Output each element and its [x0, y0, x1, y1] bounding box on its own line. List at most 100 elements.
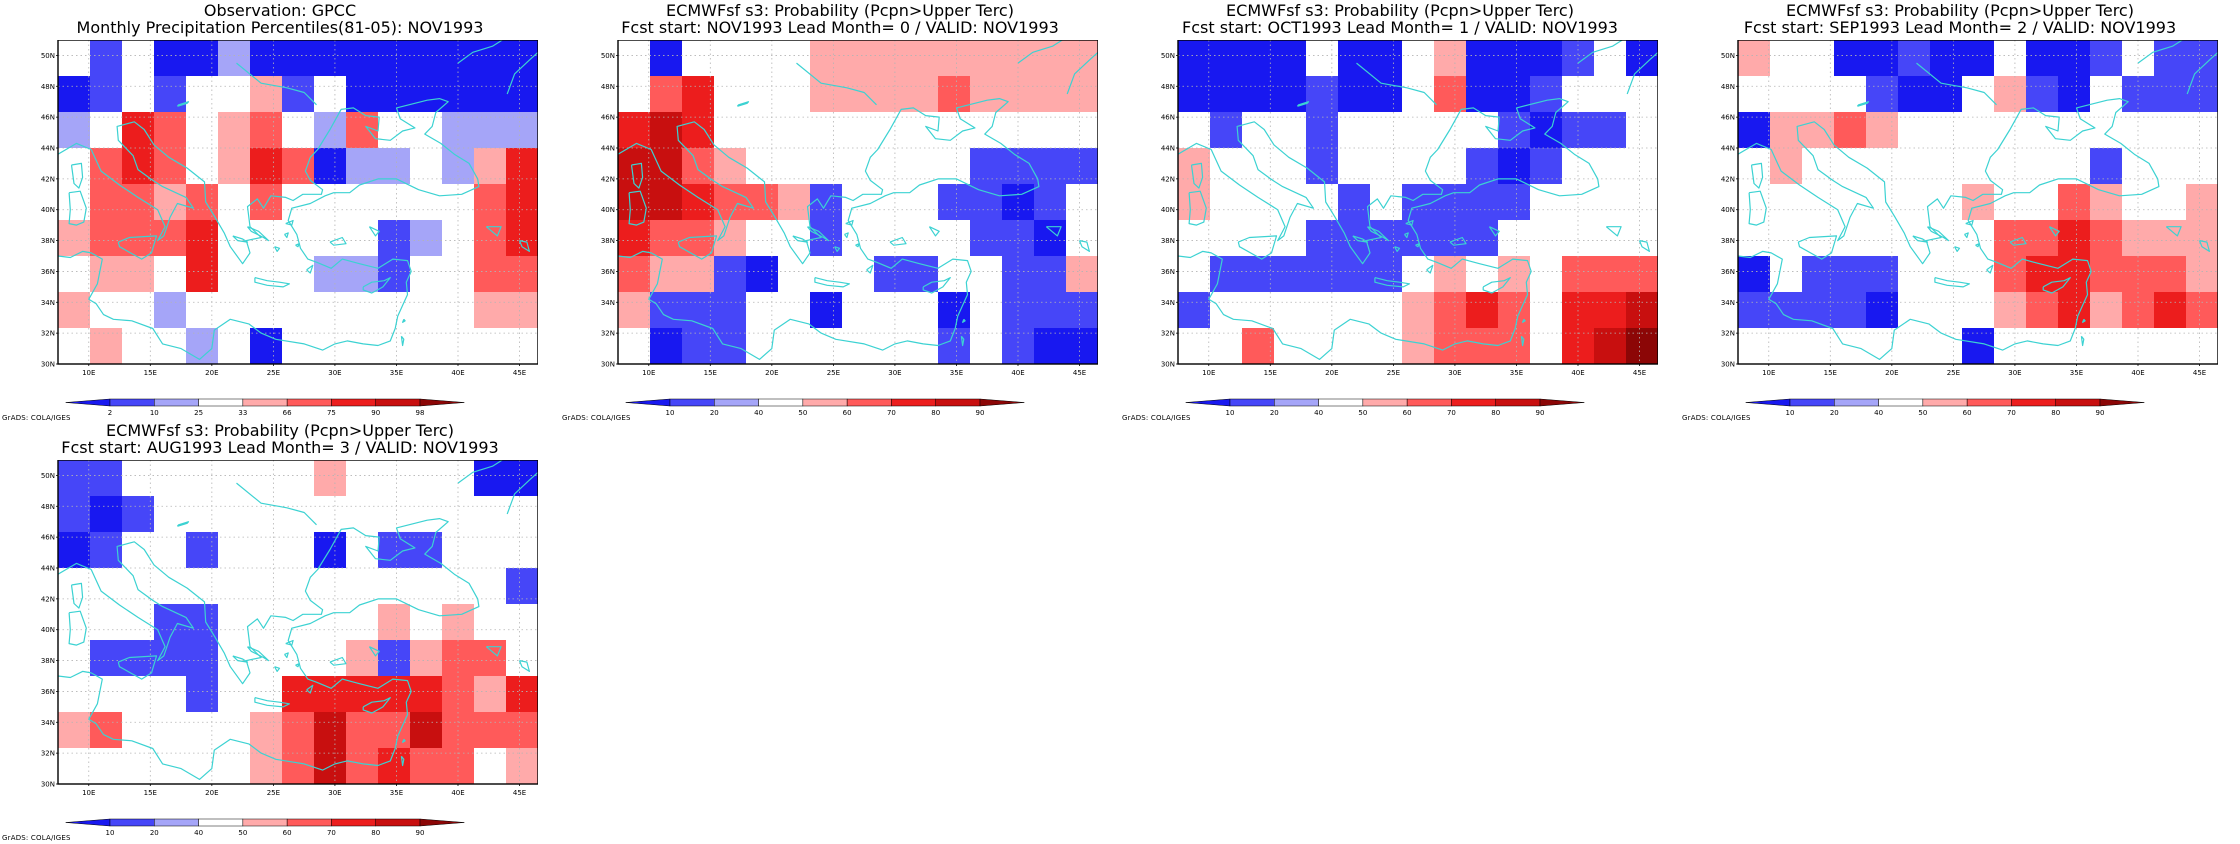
grid-cell [154, 148, 187, 185]
graticule [618, 40, 1098, 365]
grid-cell [314, 40, 347, 77]
grid-cell [154, 496, 187, 533]
lon-label: 45E [2193, 369, 2206, 377]
lat-label: 30N [601, 361, 615, 369]
lon-label: 45E [1633, 369, 1646, 377]
grid-cell [1802, 256, 1835, 293]
grid-cell [1866, 76, 1899, 113]
grid-cell [1034, 292, 1067, 329]
colorbar-label: 80 [931, 409, 940, 417]
grid-cell [218, 604, 251, 641]
grid-cell [1594, 40, 1627, 77]
lon-label: 15E [144, 369, 157, 377]
grid-cell [474, 112, 507, 149]
grid-cell [58, 184, 91, 221]
grid-cell [474, 640, 507, 677]
lat-label: 36N [1721, 268, 1735, 276]
grid-cell [1866, 292, 1899, 329]
grid-cell [282, 292, 315, 329]
grid-cell [346, 496, 379, 533]
coastline [1954, 246, 1961, 252]
grid-cell [410, 112, 443, 149]
map-area: 50N 48N 46N 44N 42N 40N 38N 36N 34N 32N 30N 10E 15E 2… [1150, 40, 1658, 380]
lat-label: 50N [1161, 52, 1175, 60]
lon-label: 45E [513, 369, 526, 377]
grid-cell [250, 676, 283, 713]
grid-cell [346, 532, 379, 569]
grid-cell [746, 76, 779, 113]
grid-cell [746, 256, 779, 293]
coastline [362, 277, 391, 294]
coastline [1449, 236, 1467, 246]
grid-cell [1178, 40, 1211, 77]
grid-cell [58, 292, 91, 329]
map-panel-lead0: ECMWFsf s3: Probability (Pcpn>Upper Terc… [560, 0, 1120, 422]
colorbar-swatch [1789, 398, 1835, 407]
grid-cell [1178, 328, 1211, 365]
lat-label: 42N [41, 595, 55, 603]
grid-cell [58, 256, 91, 293]
grid-cell [1434, 112, 1467, 149]
grid-cell [2026, 184, 2059, 221]
lat-label: 38N [601, 237, 615, 245]
grid-cell [1770, 220, 1803, 257]
grid-cell [1930, 184, 1963, 221]
grid-cell [1594, 256, 1627, 293]
lon-label: 20E [1885, 369, 1898, 377]
grid-cell [154, 40, 187, 77]
grid-cell [1866, 40, 1899, 77]
coastline-layer [1738, 40, 2218, 364]
coastline [1415, 243, 1420, 248]
grid-cell [938, 328, 971, 365]
grid-cell [378, 76, 411, 113]
colorbar-swatch [2055, 398, 2101, 407]
colorbar-swatch [1185, 398, 1231, 407]
grid-cell [506, 676, 538, 713]
grid-cell [250, 328, 283, 365]
grid-cell [1738, 220, 1771, 257]
colorbar-label: 80 [2051, 409, 2060, 417]
grid-cell [378, 640, 411, 677]
grid-cell [778, 220, 811, 257]
grid-cell [1178, 76, 1211, 113]
grid-cell [1770, 40, 1803, 77]
coastline [1078, 240, 1090, 252]
grid-cell [1626, 256, 1658, 293]
grid-cell [58, 40, 91, 77]
grid-cell [1066, 256, 1098, 293]
coastline [176, 521, 190, 527]
coastline [792, 235, 809, 243]
grid-cell [90, 220, 123, 257]
grid-cell [2090, 112, 2123, 149]
coastline [274, 246, 281, 252]
grid-cell [1834, 40, 1867, 77]
lon-label: 10E [82, 369, 95, 377]
grid-cell [346, 748, 379, 785]
grid-cell [2186, 184, 2218, 221]
coastline [1750, 162, 1764, 189]
map-area: 50N 48N 46N 44N 42N 40N 38N 36N 34N 32N 30N 10E 15E 2… [590, 40, 1098, 380]
colorbar-swatch [669, 398, 715, 407]
grid-cell [314, 496, 347, 533]
grid-cell [474, 460, 507, 497]
grid-cell [1370, 76, 1403, 113]
lat-label: 32N [41, 750, 55, 758]
grid-cell [650, 292, 683, 329]
grid-cell [250, 40, 283, 77]
colorbar-label: 90 [371, 409, 380, 417]
colorbar-swatch [65, 398, 111, 407]
map-frame [1737, 40, 2218, 365]
grid-cell [2090, 328, 2123, 365]
grid-cell [154, 712, 187, 749]
colorbar-svg: 10 20 40 50 60 70 80 90 [1745, 398, 2145, 417]
colorbar-label: 75 [327, 409, 336, 417]
grid-cell [810, 40, 843, 77]
grid-cell [1898, 112, 1931, 149]
coastline [1178, 98, 1600, 360]
coastline [284, 232, 289, 239]
colorbar-label: 90 [2096, 409, 2105, 417]
coastline [1605, 226, 1622, 237]
grid-cell [218, 76, 251, 113]
coastline [922, 277, 951, 294]
grid-cell [682, 76, 715, 113]
